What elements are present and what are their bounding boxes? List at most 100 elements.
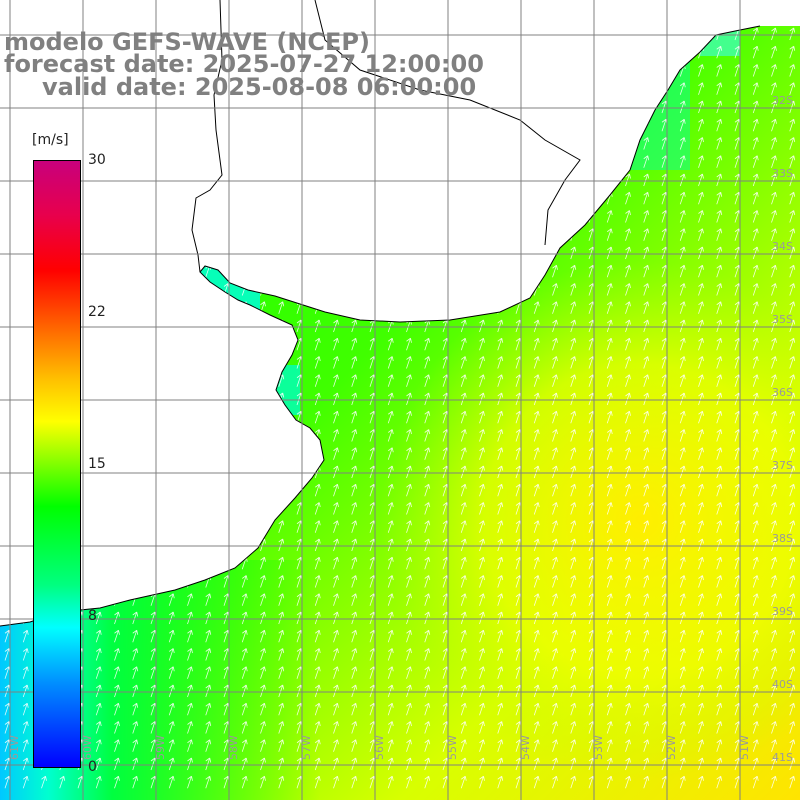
wind-arrow	[570, 319, 577, 333]
wind-arrow	[387, 228, 394, 241]
wind-arrow	[643, 739, 650, 752]
wind-arrow	[460, 356, 467, 369]
wind-arrow	[679, 575, 686, 588]
longitude-label: 59W	[154, 735, 167, 760]
wind-arrow	[168, 374, 175, 387]
wind-arrow	[789, 210, 796, 223]
wind-arrow	[679, 520, 686, 533]
wind-arrow	[22, 118, 29, 132]
wind-arrow	[168, 118, 175, 132]
wind-arrow	[278, 575, 285, 588]
wind-arrow	[132, 611, 139, 625]
latitude-label: 34S	[772, 240, 793, 253]
wind-arrow	[150, 264, 157, 278]
wind-arrow	[22, 629, 29, 643]
wind-arrow	[497, 210, 504, 223]
wind-arrow	[187, 465, 193, 479]
wind-arrow	[789, 155, 796, 168]
wind-arrow	[168, 429, 175, 442]
wind-arrow	[789, 118, 796, 132]
wind-arrow	[205, 465, 212, 479]
wind-arrow	[351, 264, 358, 278]
wind-arrow	[314, 739, 321, 752]
wind-arrow	[114, 447, 120, 460]
wind-arrow	[460, 538, 467, 552]
wind-arrow	[296, 210, 303, 223]
wind-arrow	[406, 337, 412, 351]
wind-arrow	[241, 483, 248, 497]
wind-arrow	[351, 210, 358, 223]
wind-arrow	[150, 538, 157, 552]
wind-arrow	[570, 611, 577, 625]
wind-arrow	[716, 721, 723, 734]
wind-arrow	[643, 556, 650, 570]
wind-arrow	[716, 173, 723, 187]
wind-arrow	[187, 775, 193, 789]
wind-arrow	[771, 374, 777, 387]
wind-arrow	[771, 520, 777, 533]
wind-arrow	[22, 137, 29, 150]
wind-arrow	[570, 702, 577, 716]
wind-arrow	[132, 629, 139, 643]
wind-arrow	[716, 283, 723, 296]
wind-arrow	[533, 264, 540, 278]
wind-arrow	[771, 210, 777, 223]
wind-arrow	[442, 246, 449, 260]
wind-arrow	[552, 82, 558, 95]
wind-arrow	[679, 666, 686, 679]
wind-arrow	[150, 118, 157, 132]
wind-arrow	[752, 319, 759, 333]
wind-arrow	[150, 100, 157, 114]
wind-arrow	[278, 666, 285, 679]
wind-arrow	[114, 210, 120, 223]
wind-arrow	[752, 520, 759, 533]
wind-arrow	[95, 246, 102, 260]
wind-arrow	[643, 648, 650, 661]
wind-arrow	[132, 575, 139, 588]
wind-arrow	[205, 757, 212, 771]
wind-arrow	[752, 538, 759, 552]
wind-arrow	[223, 447, 230, 460]
wind-arrow	[752, 392, 759, 406]
wind-arrow	[333, 137, 339, 150]
wind-arrow	[497, 684, 504, 698]
wind-arrow	[752, 155, 759, 168]
wind-arrow	[679, 502, 686, 515]
wind-arrow	[187, 319, 193, 333]
wind-arrow	[387, 702, 394, 716]
wind-arrow	[387, 410, 394, 424]
colorbar	[33, 160, 81, 768]
wind-arrow	[479, 246, 485, 260]
wind-arrow	[789, 392, 796, 406]
wind-arrow	[4, 410, 11, 424]
wind-arrow	[679, 45, 686, 59]
wind-arrow	[460, 702, 467, 716]
wind-arrow	[187, 447, 193, 460]
wind-arrow	[168, 721, 175, 734]
wind-arrow	[132, 173, 139, 187]
wind-arrow	[679, 337, 686, 351]
wind-arrow	[552, 374, 558, 387]
wind-arrow	[643, 301, 650, 314]
wind-arrow	[460, 228, 467, 241]
wind-arrow	[387, 465, 394, 479]
wind-arrow	[4, 538, 11, 552]
wind-arrow	[789, 137, 796, 150]
wind-arrow	[333, 246, 339, 260]
wind-arrow	[205, 702, 212, 716]
wind-arrow	[789, 356, 796, 369]
wind-arrow	[95, 210, 102, 223]
wind-arrow	[552, 629, 558, 643]
wind-arrow	[223, 210, 230, 223]
wind-arrow	[497, 429, 504, 442]
wind-arrow	[442, 155, 449, 168]
wind-arrow	[260, 356, 266, 369]
wind-arrow	[387, 392, 394, 406]
wind-arrow	[771, 173, 777, 187]
wind-arrow	[479, 410, 485, 424]
wind-arrow	[424, 702, 431, 716]
wind-arrow	[570, 210, 577, 223]
wind-arrow	[679, 210, 686, 223]
wind-arrow	[771, 118, 777, 132]
wind-arrow	[570, 137, 577, 150]
